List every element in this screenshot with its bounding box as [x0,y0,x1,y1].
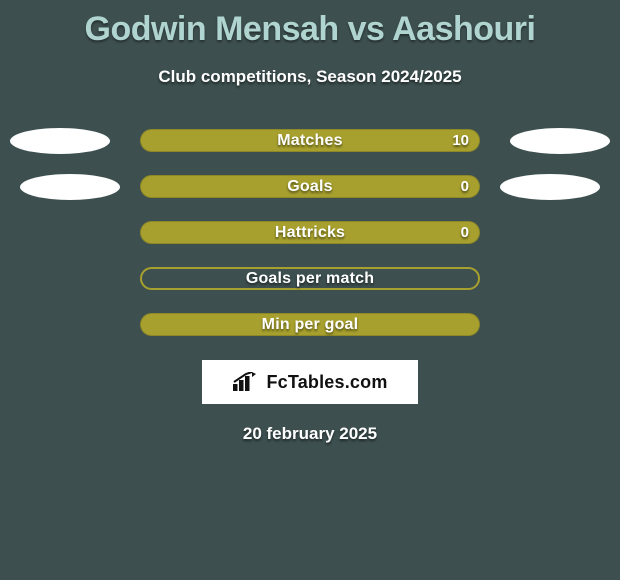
stat-bar: Goals 0 [140,175,480,198]
stat-bar: Min per goal [140,313,480,336]
stat-value: 0 [461,178,469,195]
stat-row: Hattricks 0 [0,221,620,244]
chart-icon [232,372,260,392]
stat-label: Goals [287,178,332,196]
stat-label: Min per goal [262,316,359,334]
stat-row: Min per goal [0,313,620,336]
logo-badge: FcTables.com [202,360,418,404]
stat-value: 0 [461,224,469,241]
stat-value: 10 [452,132,469,149]
stats-chart: Matches 10 Goals 0 Hattricks 0 Goals per match… [0,129,620,336]
stat-row: Goals 0 [0,175,620,198]
stat-bar: Hattricks 0 [140,221,480,244]
left-ellipse [20,174,120,200]
stat-bar: Goals per match [140,267,480,290]
right-ellipse [500,174,600,200]
stat-label: Hattricks [275,224,345,242]
logo-text: FcTables.com [266,372,387,393]
page-title: Godwin Mensah vs Aashouri [0,0,620,49]
stat-label: Goals per match [246,270,374,288]
left-ellipse [10,128,110,154]
right-ellipse [510,128,610,154]
stat-row: Goals per match [0,267,620,290]
stat-row: Matches 10 [0,129,620,152]
stat-bar: Matches 10 [140,129,480,152]
stat-label: Matches [277,132,342,150]
footer-date: 20 february 2025 [0,424,620,444]
page-subtitle: Club competitions, Season 2024/2025 [0,67,620,87]
